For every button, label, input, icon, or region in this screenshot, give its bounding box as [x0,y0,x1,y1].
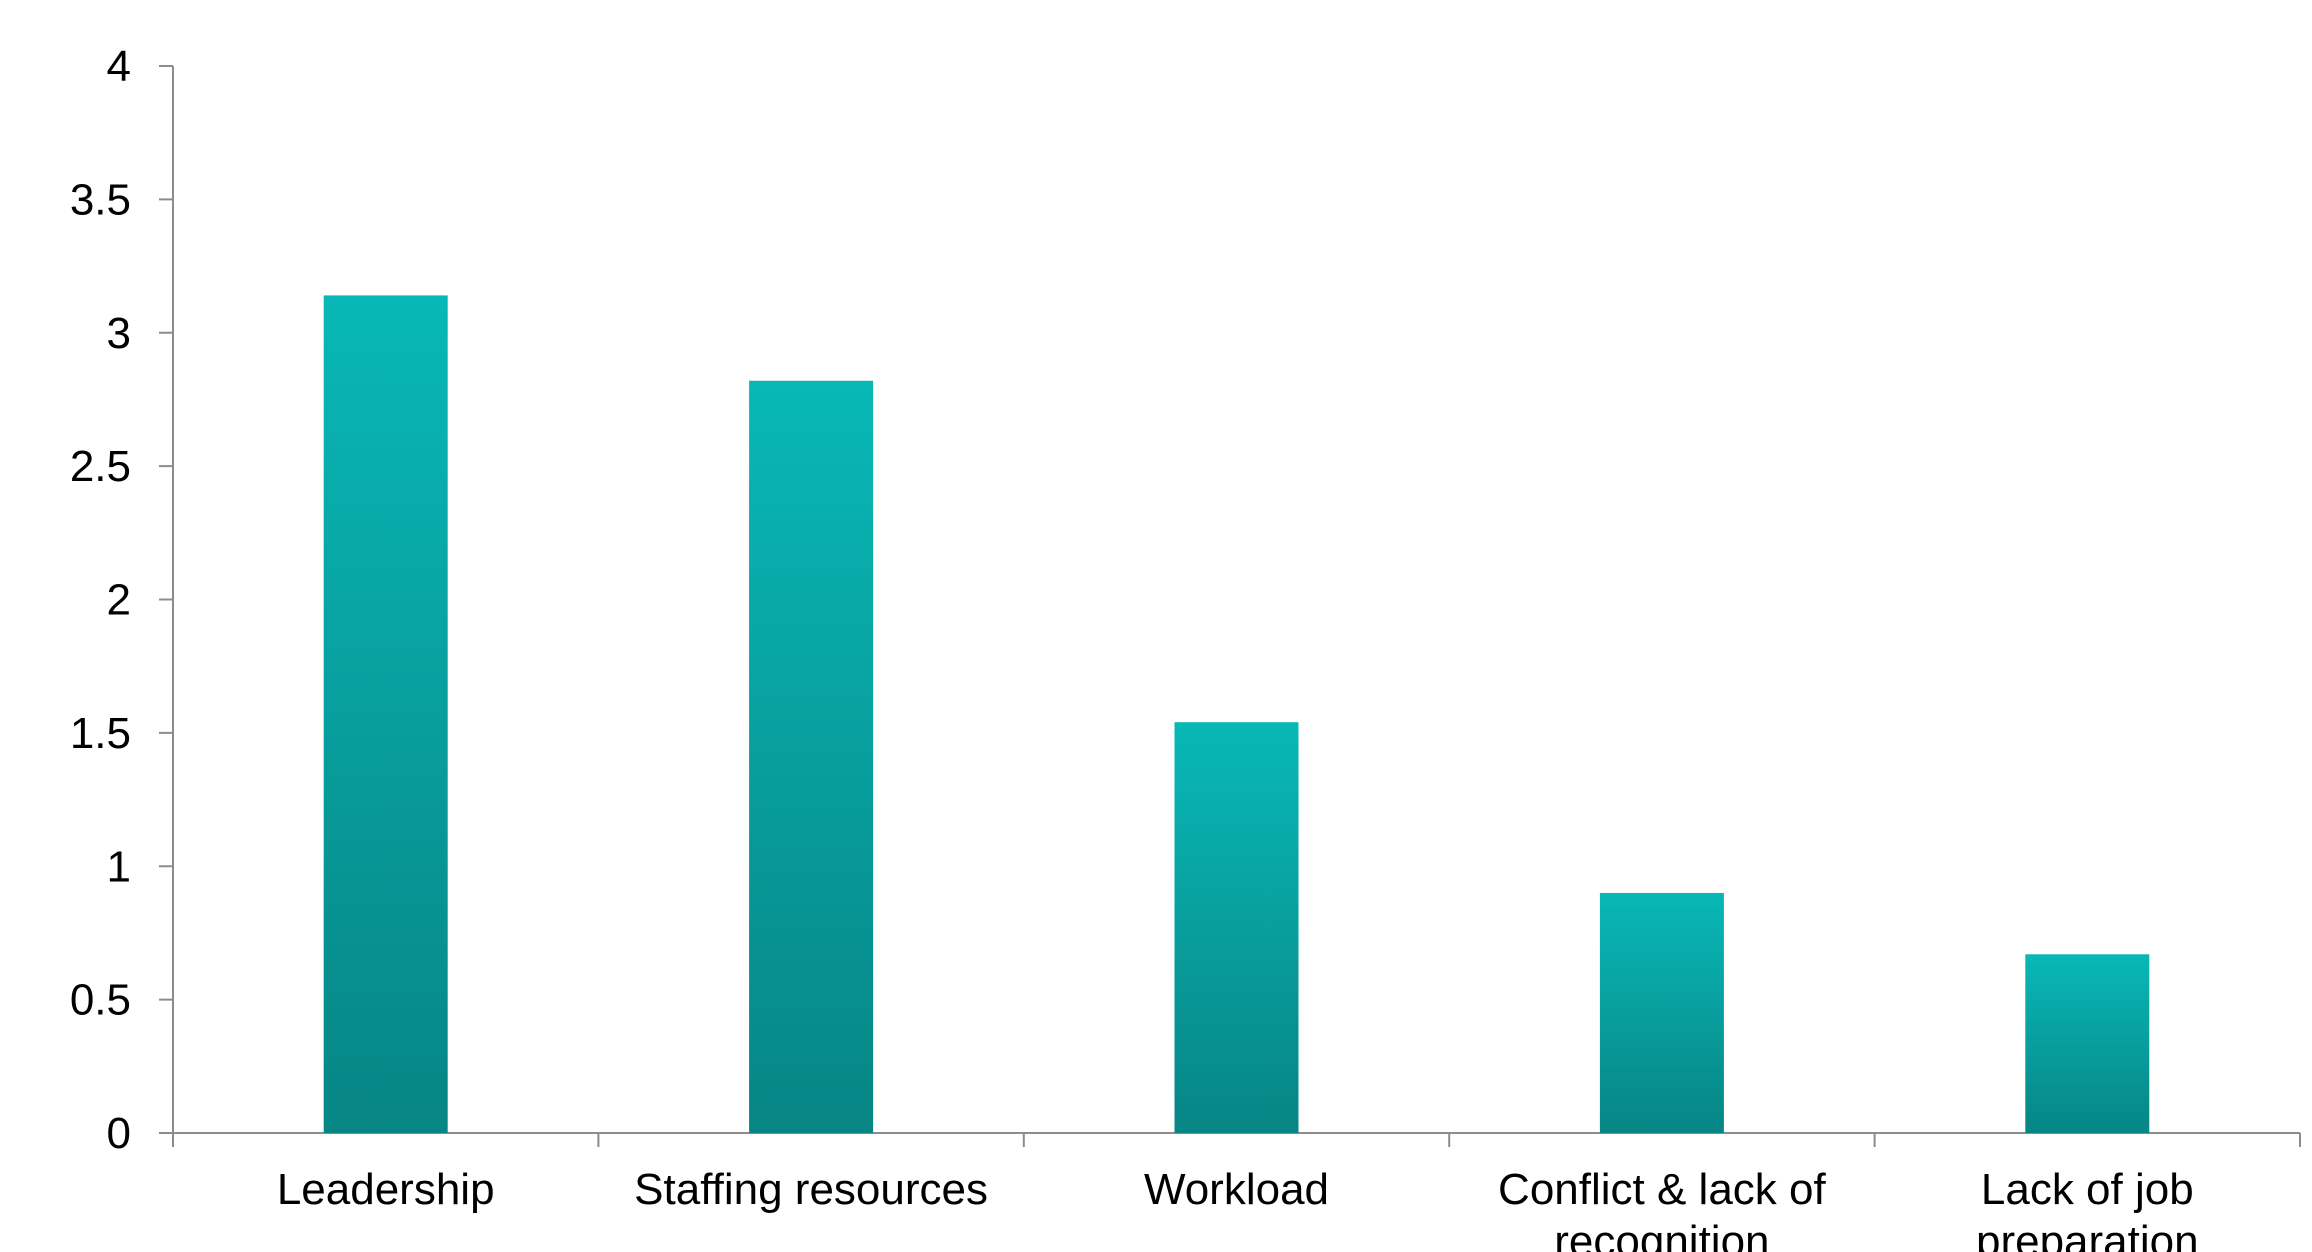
y-tick-label: 2 [107,576,131,625]
y-tick-label: 3 [107,309,131,358]
y-tick-label: 2.5 [70,442,131,491]
bar [1599,892,1724,1133]
x-axis: Leadership Staffing resources Workload Conf… [172,1132,2301,1252]
y-tick-label: 3.5 [70,175,131,224]
y-tick-label: 1 [107,842,131,891]
x-category-label: Lack of job preparation [1976,1165,2199,1252]
x-category-label: Staffing resources [634,1165,988,1214]
y-axis: 0 0.5 1 1.5 2 2.5 3 3.5 4 [70,42,174,1158]
x-category-label: Leadership [277,1165,495,1214]
bar [323,295,448,1133]
y-tick-label: 1.5 [70,709,131,758]
y-tick-label: 0.5 [70,976,131,1025]
x-category-label: Workload [1144,1165,1329,1214]
x-category-label: Conflict & lack of recognition [1498,1165,1826,1252]
y-tick-label: 0 [107,1109,131,1158]
bars [323,295,2150,1133]
bar [1174,722,1299,1133]
bar [2025,954,2150,1133]
bar [749,380,874,1133]
y-tick-label: 4 [107,42,131,91]
